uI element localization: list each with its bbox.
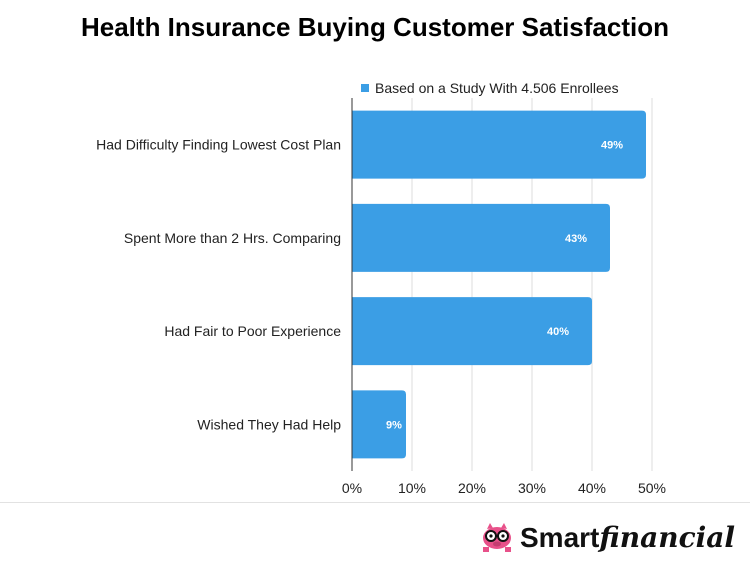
legend-label: Based on a Study With 4.506 Enrollees: [375, 80, 619, 96]
bar: [352, 297, 592, 366]
x-tick-label: 40%: [578, 480, 606, 496]
x-tick-label: 10%: [398, 480, 426, 496]
bar: [352, 203, 610, 272]
bar-data-label: 43%: [565, 233, 587, 245]
bar-data-label: 49%: [601, 140, 623, 152]
category-label: Had Difficulty Finding Lowest Cost Plan: [96, 137, 341, 153]
bar-chart: 0% 10% 20% 30% 40% 50% 49% Had Difficulty Findi…: [96, 98, 666, 496]
brand-name-strong: Smart: [520, 522, 600, 553]
x-tick-label: 30%: [518, 480, 546, 496]
brand-logo: Smartfinancial: [480, 520, 735, 556]
bar-data-label: 9%: [386, 419, 402, 431]
bar: [352, 390, 406, 459]
category-label: Wished They Had Help: [197, 416, 341, 432]
brand-name-script: financial: [599, 521, 736, 554]
footer-divider: [0, 502, 750, 503]
piggy-bank-with-glasses-icon: [483, 523, 511, 552]
chart-title: Health Insurance Buying Customer Satisfa…: [80, 12, 669, 42]
x-tick-label: 0%: [342, 480, 362, 496]
x-tick-label: 50%: [638, 480, 666, 496]
x-tick-label: 20%: [458, 480, 486, 496]
category-label: Spent More than 2 Hrs. Comparing: [124, 230, 341, 246]
category-label: Had Fair to Poor Experience: [164, 323, 341, 339]
legend-swatch: [361, 84, 369, 92]
bar: [352, 110, 646, 179]
chart-legend: Based on a Study With 4.506 Enrollees: [361, 79, 619, 97]
bar-data-label: 40%: [547, 326, 569, 338]
